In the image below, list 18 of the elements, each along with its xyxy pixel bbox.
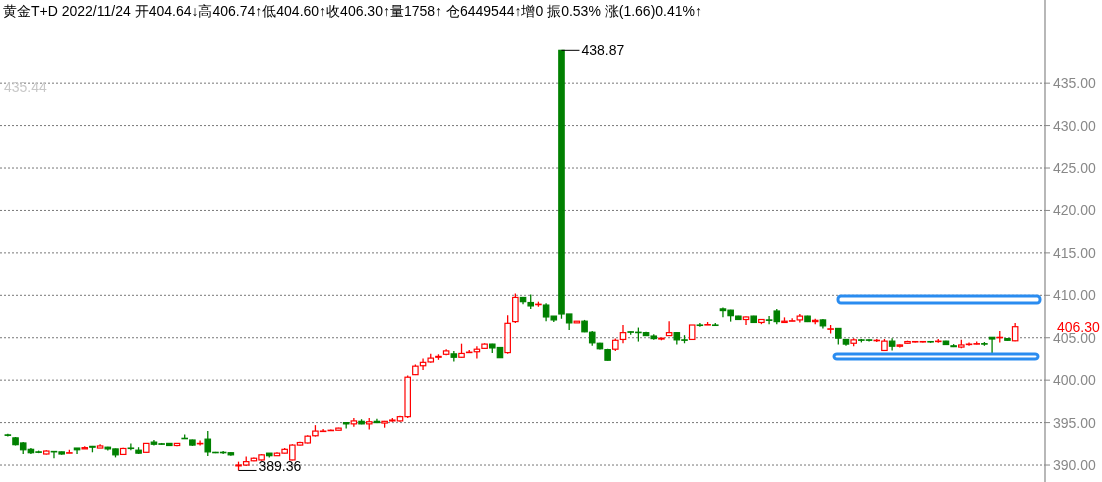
chart-title: 黄金T+D 2022/11/24 开404.64↓高406.74↑低404.60↑收406.30↑量1758↑ 仓6449544↑增0 振0.53% 涨(1.66)0.41%↑ bbox=[3, 3, 702, 19]
annotation: 389.36 bbox=[258, 458, 302, 475]
y-tick-label: 410.00 bbox=[1053, 287, 1097, 304]
candlestick bbox=[988, 336, 996, 355]
candlestick bbox=[127, 442, 135, 451]
y-tick-label: 430.00 bbox=[1053, 117, 1097, 134]
candlestick bbox=[619, 324, 627, 344]
y-tick-label: 435.00 bbox=[1053, 75, 1097, 92]
candlestick bbox=[73, 447, 81, 455]
y-tick-label: 415.00 bbox=[1053, 244, 1097, 261]
candlestick bbox=[742, 315, 750, 326]
annotation: 438.87 bbox=[581, 42, 625, 59]
y-tick-label: 390.00 bbox=[1053, 457, 1097, 474]
y-tick-label: 395.00 bbox=[1053, 414, 1097, 431]
y-tick-label: 425.00 bbox=[1053, 160, 1097, 177]
candlestick bbox=[665, 320, 673, 337]
y-tick-label: 400.00 bbox=[1053, 372, 1097, 389]
y-tick-label: 420.00 bbox=[1053, 202, 1097, 219]
